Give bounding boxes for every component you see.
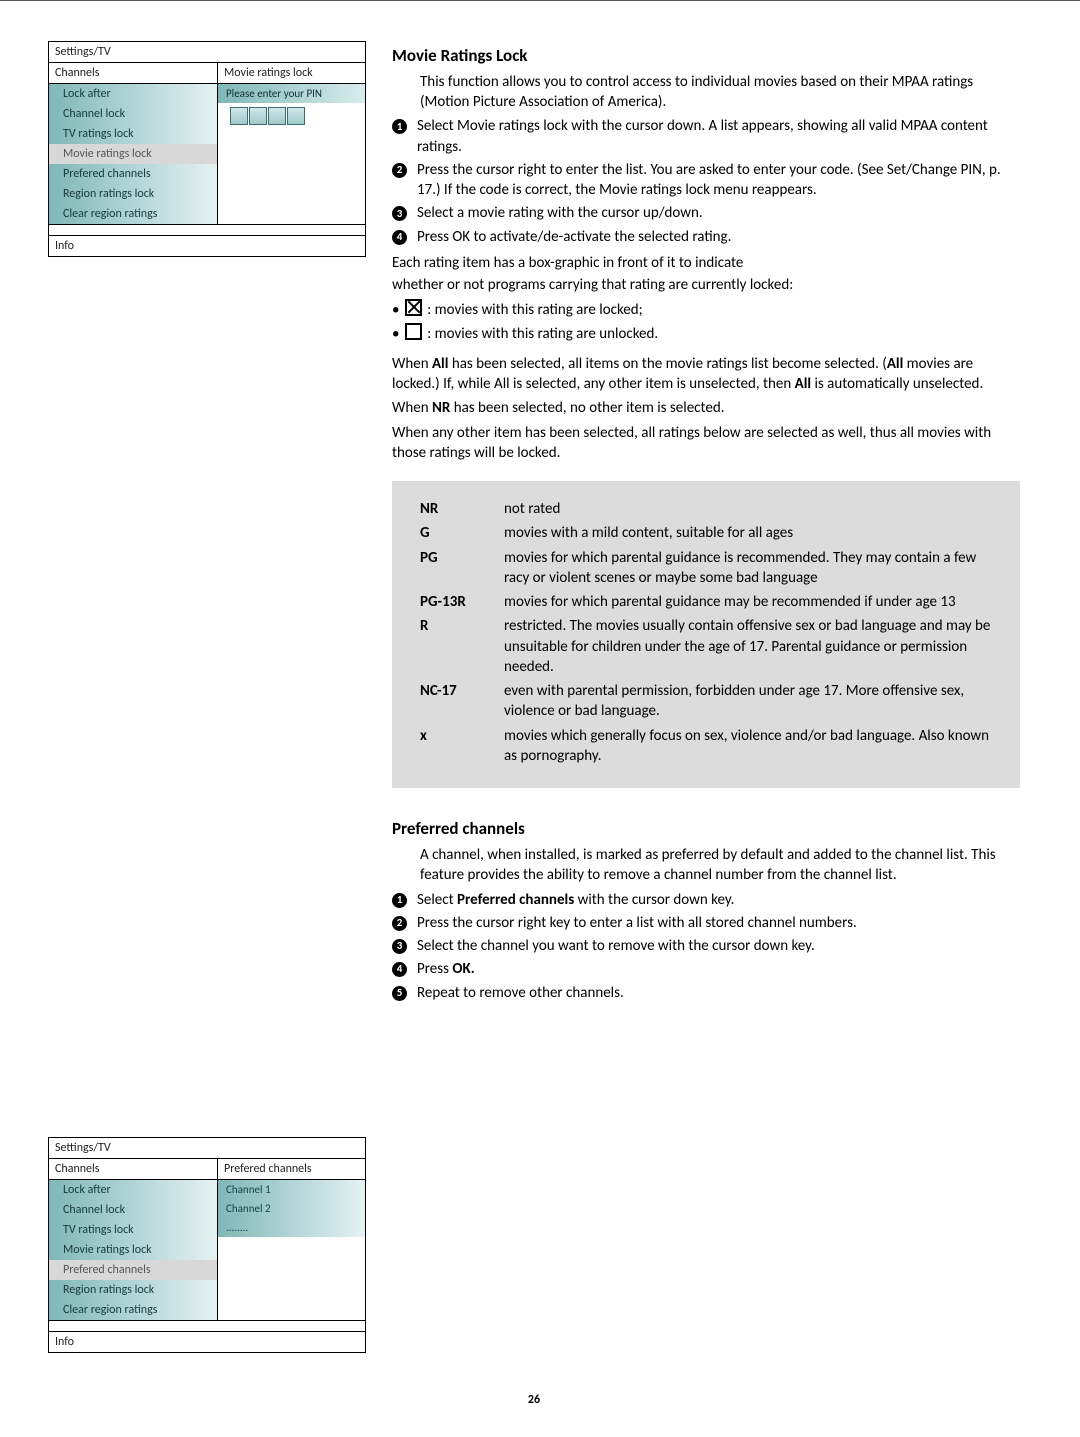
rating-code: G	[420, 523, 504, 543]
rating-row: PG-13R movies for which parental guidanc…	[420, 592, 992, 612]
rating-description: not rated	[504, 499, 992, 519]
panel-info: Info	[49, 235, 365, 256]
rating-row: PG movies for which parental guidance is…	[420, 548, 992, 589]
menu-item[interactable]: Prefered channels	[49, 1260, 217, 1280]
all-paragraph: When All has been selected, all items on…	[392, 354, 1020, 395]
intro-text: This function allows you to control acce…	[420, 72, 1020, 113]
step-text: Press the cursor right key to enter a li…	[417, 913, 1020, 933]
preferred-intro: A channel, when installed, is marked as …	[420, 845, 1020, 886]
rating-description: movies which generally focus on sex, vio…	[504, 726, 992, 767]
unlocked-checkbox-icon	[405, 323, 422, 340]
box-intro-line2: whether or not programs carrying that ra…	[392, 275, 1020, 295]
pin-box[interactable]	[230, 107, 248, 125]
menu-item[interactable]: Lock after	[49, 84, 217, 104]
rating-description: movies for which parental guidance is re…	[504, 548, 992, 589]
movie-ratings-steps: 1 Select Movie ratings lock with the curs…	[392, 116, 1020, 247]
menu-item[interactable]: Movie ratings lock	[49, 144, 217, 164]
rating-row: x movies which generally focus on sex, v…	[420, 726, 992, 767]
channel-item[interactable]: ........	[218, 1218, 365, 1237]
rating-description: movies for which parental guidance may b…	[504, 592, 992, 612]
step-number-icon: 5	[392, 986, 407, 1001]
menu-item[interactable]: Region ratings lock	[49, 1280, 217, 1300]
rating-row: NR not rated	[420, 499, 992, 519]
channel-item[interactable]: Channel 2	[218, 1199, 365, 1218]
pin-box[interactable]	[287, 107, 305, 125]
step-number-icon: 2	[392, 916, 407, 931]
panel-left-header: Channels	[49, 63, 217, 84]
panel-left-header: Channels	[49, 1159, 217, 1180]
menu-item[interactable]: Prefered channels	[49, 164, 217, 184]
rating-code: x	[420, 726, 504, 767]
preferred-channels-steps: 1 Select Preferred channels with the curs…	[392, 890, 1020, 1003]
menu-item[interactable]: Clear region ratings	[49, 1300, 217, 1320]
locked-bullet: : movies with this rating are locked;	[392, 299, 1020, 320]
pin-box[interactable]	[249, 107, 267, 125]
ratings-definitions-box: NR not rated G movies with a mild conten…	[392, 481, 1020, 788]
rating-code: NC-17	[420, 681, 504, 722]
settings-panel-preferred-channels: Settings/TV Channels Lock afterChannel l…	[48, 1137, 366, 1353]
locked-checkbox-icon	[405, 299, 422, 316]
step-number-icon: 4	[392, 230, 407, 245]
settings-panel-movie-ratings: Settings/TV Channels Lock afterChannel l…	[48, 41, 366, 257]
nr-paragraph: When NR has been selected, no other item…	[392, 398, 1020, 418]
below-paragraph: When any other item has been selected, a…	[392, 423, 1020, 464]
step-text: Select Movie ratings lock with the curso…	[417, 116, 1020, 157]
panel-right-header: Prefered channels	[218, 1159, 365, 1180]
step-number-icon: 1	[392, 893, 407, 908]
menu-item[interactable]: Channel lock	[49, 104, 217, 124]
page-number: 26	[48, 1393, 1020, 1407]
rating-code: R	[420, 616, 504, 677]
step-number-icon: 2	[392, 163, 407, 178]
box-intro-line1: Each rating item has a box-graphic in fr…	[392, 253, 1020, 273]
step-text: Press OK to activate/de-activate the sel…	[417, 227, 1020, 247]
rating-row: G movies with a mild content, suitable f…	[420, 523, 992, 543]
panel-right-header: Movie ratings lock	[218, 63, 365, 84]
rating-code: PG-13R	[420, 592, 504, 612]
menu-item[interactable]: Lock after	[49, 1180, 217, 1200]
channel-item[interactable]: Channel 1	[218, 1180, 365, 1199]
panel-breadcrumb: Settings/TV	[49, 42, 365, 63]
unlocked-bullet: : movies with this rating are unlocked.	[392, 323, 1020, 344]
menu-item[interactable]: Region ratings lock	[49, 184, 217, 204]
step-text: Select Preferred channels with the curso…	[417, 890, 1020, 910]
step-text: Select a movie rating with the cursor up…	[417, 203, 1020, 223]
pin-box[interactable]	[268, 107, 286, 125]
step-number-icon: 3	[392, 939, 407, 954]
rating-row: NC-17 even with parental permission, for…	[420, 681, 992, 722]
panel-info: Info	[49, 1331, 365, 1352]
section-title-movie-ratings: Movie Ratings Lock	[392, 45, 1020, 68]
rating-description: even with parental permission, forbidden…	[504, 681, 992, 722]
step-number-icon: 4	[392, 962, 407, 977]
step-text: Press OK.	[417, 959, 1020, 979]
pin-inputs[interactable]	[222, 103, 365, 135]
rating-description: movies with a mild content, suitable for…	[504, 523, 992, 543]
step-text: Repeat to remove other channels.	[417, 983, 1020, 1003]
menu-item[interactable]: Clear region ratings	[49, 204, 217, 224]
step-text: Press the cursor right to enter the list…	[417, 160, 1020, 201]
rating-row: R restricted. The movies usually contain…	[420, 616, 992, 677]
menu-item[interactable]: Movie ratings lock	[49, 1240, 217, 1260]
step-number-icon: 1	[392, 119, 407, 134]
section-title-preferred-channels: Preferred channels	[392, 818, 1020, 841]
panel-breadcrumb: Settings/TV	[49, 1138, 365, 1159]
step-number-icon: 3	[392, 206, 407, 221]
menu-item[interactable]: Channel lock	[49, 1200, 217, 1220]
rating-code: NR	[420, 499, 504, 519]
menu-item[interactable]: TV ratings lock	[49, 1220, 217, 1240]
pin-prompt: Please enter your PIN	[218, 84, 365, 103]
rating-code: PG	[420, 548, 504, 589]
step-text: Select the channel you want to remove wi…	[417, 936, 1020, 956]
rating-description: restricted. The movies usually contain o…	[504, 616, 992, 677]
menu-item[interactable]: TV ratings lock	[49, 124, 217, 144]
